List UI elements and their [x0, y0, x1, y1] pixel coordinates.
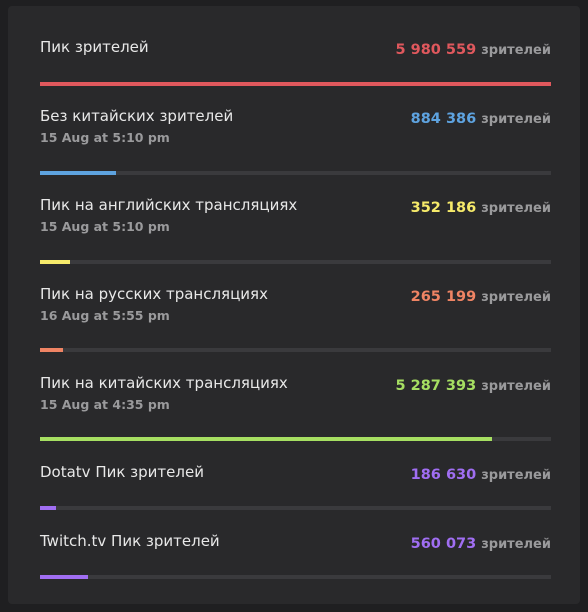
row-date: 15 Aug at 5:10 pm — [40, 130, 170, 145]
row-value: 265 199 зрителей — [411, 286, 551, 305]
value-unit: зрителей — [481, 43, 551, 58]
row-label: Пик на русских трансляциях — [40, 285, 268, 303]
row-value: 186 630 зрителей — [411, 464, 551, 483]
row-label: Пик на китайских трансляциях — [40, 374, 288, 392]
value-unit: зрителей — [481, 201, 551, 216]
row-date: 16 Aug at 5:55 pm — [40, 308, 170, 323]
row-value: 352 186 зрителей — [411, 197, 551, 216]
bar — [40, 506, 56, 510]
bar — [40, 348, 63, 352]
bar-track — [40, 260, 551, 264]
value-number: 352 186 — [410, 200, 477, 216]
value-unit: зрителей — [481, 379, 551, 394]
bar-track — [40, 171, 551, 175]
value-number: 884 386 — [410, 111, 477, 127]
bar — [40, 171, 116, 175]
value-number: 560 073 — [410, 536, 477, 552]
bar-track — [40, 82, 551, 86]
value-number: 265 199 — [410, 289, 477, 305]
row-value: 5 980 559 зрителей — [395, 39, 551, 58]
value-unit: зрителей — [481, 537, 551, 552]
row-label: Пик зрителей — [40, 38, 149, 56]
row-label: Twitch.tv Пик зрителей — [40, 532, 220, 550]
row-value: 560 073 зрителей — [411, 533, 551, 552]
bar-track — [40, 506, 551, 510]
bar — [40, 437, 492, 441]
bar-track — [40, 575, 551, 579]
row-date: 15 Aug at 5:10 pm — [40, 219, 170, 234]
row-label: Dotatv Пик зрителей — [40, 463, 204, 481]
value-number: 5 287 393 — [395, 378, 477, 394]
row-date: 15 Aug at 4:35 pm — [40, 397, 170, 412]
row-label: Без китайских зрителей — [40, 107, 234, 125]
value-unit: зрителей — [481, 468, 551, 483]
value-number: 186 630 — [410, 467, 477, 483]
row-value: 884 386 зрителей — [411, 108, 551, 127]
row-label: Пик на английских трансляциях — [40, 196, 298, 214]
bar — [40, 575, 88, 579]
value-unit: зрителей — [481, 112, 551, 127]
value-unit: зрителей — [481, 290, 551, 305]
bar-track — [40, 348, 551, 352]
stats-panel — [8, 6, 580, 604]
bar-track — [40, 437, 551, 441]
bar — [40, 260, 71, 264]
bar — [40, 82, 551, 86]
row-value: 5 287 393 зрителей — [395, 375, 551, 394]
value-number: 5 980 559 — [395, 42, 477, 58]
